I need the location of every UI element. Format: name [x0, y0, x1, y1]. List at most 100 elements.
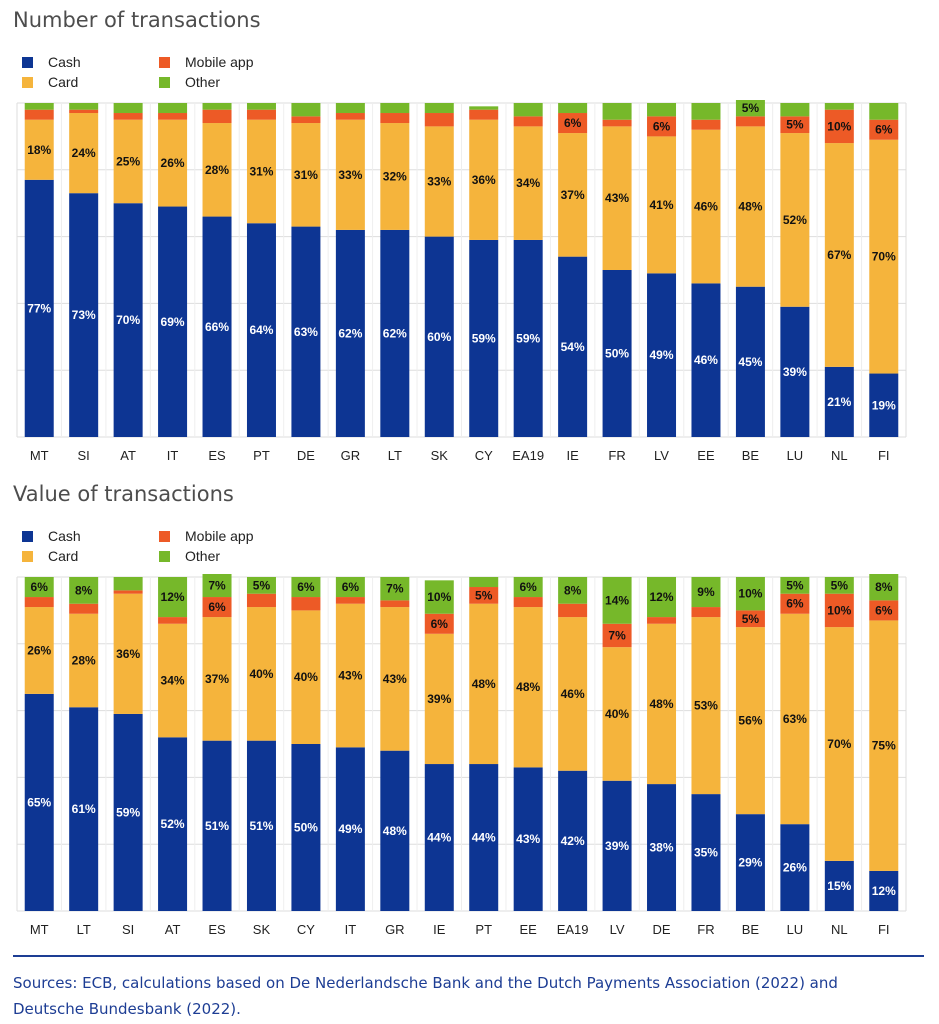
x-tick-label: AT — [120, 448, 136, 463]
gridlines — [16, 576, 907, 912]
bar-segment-cash — [602, 780, 632, 911]
data-label-cash: 59% — [516, 331, 540, 345]
bar-segment-mobile-app — [691, 607, 721, 618]
bar-segment-other — [558, 103, 588, 114]
bar-segment-card — [469, 603, 499, 765]
bar-segment-cash — [824, 860, 854, 911]
data-label-cash: 35% — [694, 846, 718, 860]
data-label-other: 5% — [786, 578, 804, 592]
bar-segment-cash — [691, 283, 721, 437]
bar-segment-mobile-app — [202, 597, 232, 618]
data-label-card: 67% — [827, 248, 851, 262]
data-label-cash: 19% — [872, 398, 896, 412]
data-label-card: 26% — [161, 156, 185, 170]
bar-segment-mobile-app — [735, 116, 765, 127]
bar-segment-mobile-app — [158, 113, 188, 120]
data-label-card: 70% — [872, 250, 896, 264]
bar-segment-mobile-app — [69, 109, 99, 114]
bar-segment-cash — [513, 239, 543, 437]
data-label-card: 28% — [205, 163, 229, 177]
legend-swatch-other — [159, 77, 170, 88]
data-label-card: 37% — [561, 188, 585, 202]
bar-segment-mobile-app — [647, 116, 677, 137]
x-tick-label: PT — [253, 448, 270, 463]
data-label-card: 31% — [249, 164, 273, 178]
data-label-mobile-app: 6% — [208, 600, 226, 614]
bar-segment-card — [602, 647, 632, 781]
data-label-card: 18% — [27, 143, 51, 157]
x-tick-label: EE — [697, 448, 715, 463]
data-label-card: 34% — [516, 176, 540, 190]
bar-segment-mobile-app — [246, 593, 276, 608]
data-label-cash: 63% — [294, 325, 318, 339]
bar-segment-mobile-app — [202, 109, 232, 124]
data-label-cash: 54% — [561, 340, 585, 354]
data-label-other: 12% — [161, 590, 185, 604]
x-tick-label: FI — [878, 922, 890, 937]
bar-segment-mobile-app — [558, 603, 588, 618]
bar-segment-card — [246, 119, 276, 224]
data-label-cash: 12% — [872, 884, 896, 898]
bar-segment-card — [647, 136, 677, 274]
bar-segment-mobile-app — [380, 113, 410, 124]
x-tick-label: GR — [341, 448, 361, 463]
data-label-card: 37% — [205, 672, 229, 686]
data-label-other: 10% — [427, 590, 451, 604]
data-label-card: 36% — [472, 173, 496, 187]
bar-segment-other — [513, 103, 543, 117]
bar-segment-mobile-app — [291, 597, 321, 611]
bar-segment-card — [780, 133, 810, 307]
data-label-mobile-app: 5% — [742, 612, 760, 626]
chart-title-number: Number of transactions — [13, 8, 261, 32]
bar-segment-card — [558, 133, 588, 257]
bar-segment-card — [602, 126, 632, 270]
bar-group-ie: 44% 39% 6% 10% IE — [424, 580, 454, 937]
data-label-mobile-app: 6% — [786, 597, 804, 611]
bar-segment-mobile-app — [824, 109, 854, 144]
bar-group-pt: 64% 31% PT — [246, 103, 276, 463]
x-tick-label: MT — [30, 448, 49, 463]
x-tick-label: BE — [742, 922, 760, 937]
x-tick-label: CY — [297, 922, 315, 937]
bar-segment-cash — [202, 216, 232, 437]
bar-segment-cash — [69, 707, 99, 911]
bar-group-mt: 77% 18% MT — [24, 103, 54, 463]
bar-segment-mobile-app — [335, 597, 365, 604]
bar-group-lt: 62% 32% LT — [380, 103, 410, 463]
bar-segment-other — [647, 577, 677, 618]
bar-segment-card — [469, 119, 499, 240]
bar-segment-mobile-app — [780, 593, 810, 614]
bar-group-si: 59% 36% SI — [113, 577, 143, 937]
bar-segment-other — [335, 577, 365, 598]
legend-label: Cash — [48, 528, 81, 544]
bar-segment-card — [24, 119, 54, 180]
data-label-cash: 62% — [338, 326, 362, 340]
data-label-cash: 45% — [738, 355, 762, 369]
x-tick-label: ES — [208, 448, 226, 463]
bar-segment-card — [24, 607, 54, 694]
bar-segment-cash — [691, 794, 721, 911]
data-label-mobile-app: 5% — [786, 118, 804, 132]
data-label-card: 24% — [72, 146, 96, 160]
bar-segment-other — [869, 103, 899, 120]
x-tick-label: NL — [831, 448, 848, 463]
bar-segment-mobile-app — [24, 597, 54, 608]
bar-segment-mobile-app — [335, 113, 365, 120]
bar-group-cy: 59% 36% CY — [469, 106, 499, 463]
bar-segment-cash — [113, 203, 143, 437]
bar-segment-cash — [869, 870, 899, 911]
bar-group-mt: 65% 26% 6% MT — [24, 577, 54, 937]
bar-segment-other — [602, 103, 632, 120]
bar-segment-other — [24, 577, 54, 598]
data-label-card: 31% — [294, 168, 318, 182]
x-tick-label: LT — [388, 448, 402, 463]
bar-group-ee: 46% 46% EE — [691, 103, 721, 463]
bar-segment-other — [158, 577, 188, 618]
data-label-other: 10% — [738, 587, 762, 601]
x-tick-label: ES — [208, 922, 226, 937]
data-label-card: 70% — [827, 737, 851, 751]
data-label-cash: 15% — [827, 879, 851, 893]
data-label-cash: 65% — [27, 795, 51, 809]
bar-group-gr: 62% 33% GR — [335, 103, 365, 463]
data-label-other: 6% — [342, 580, 360, 594]
